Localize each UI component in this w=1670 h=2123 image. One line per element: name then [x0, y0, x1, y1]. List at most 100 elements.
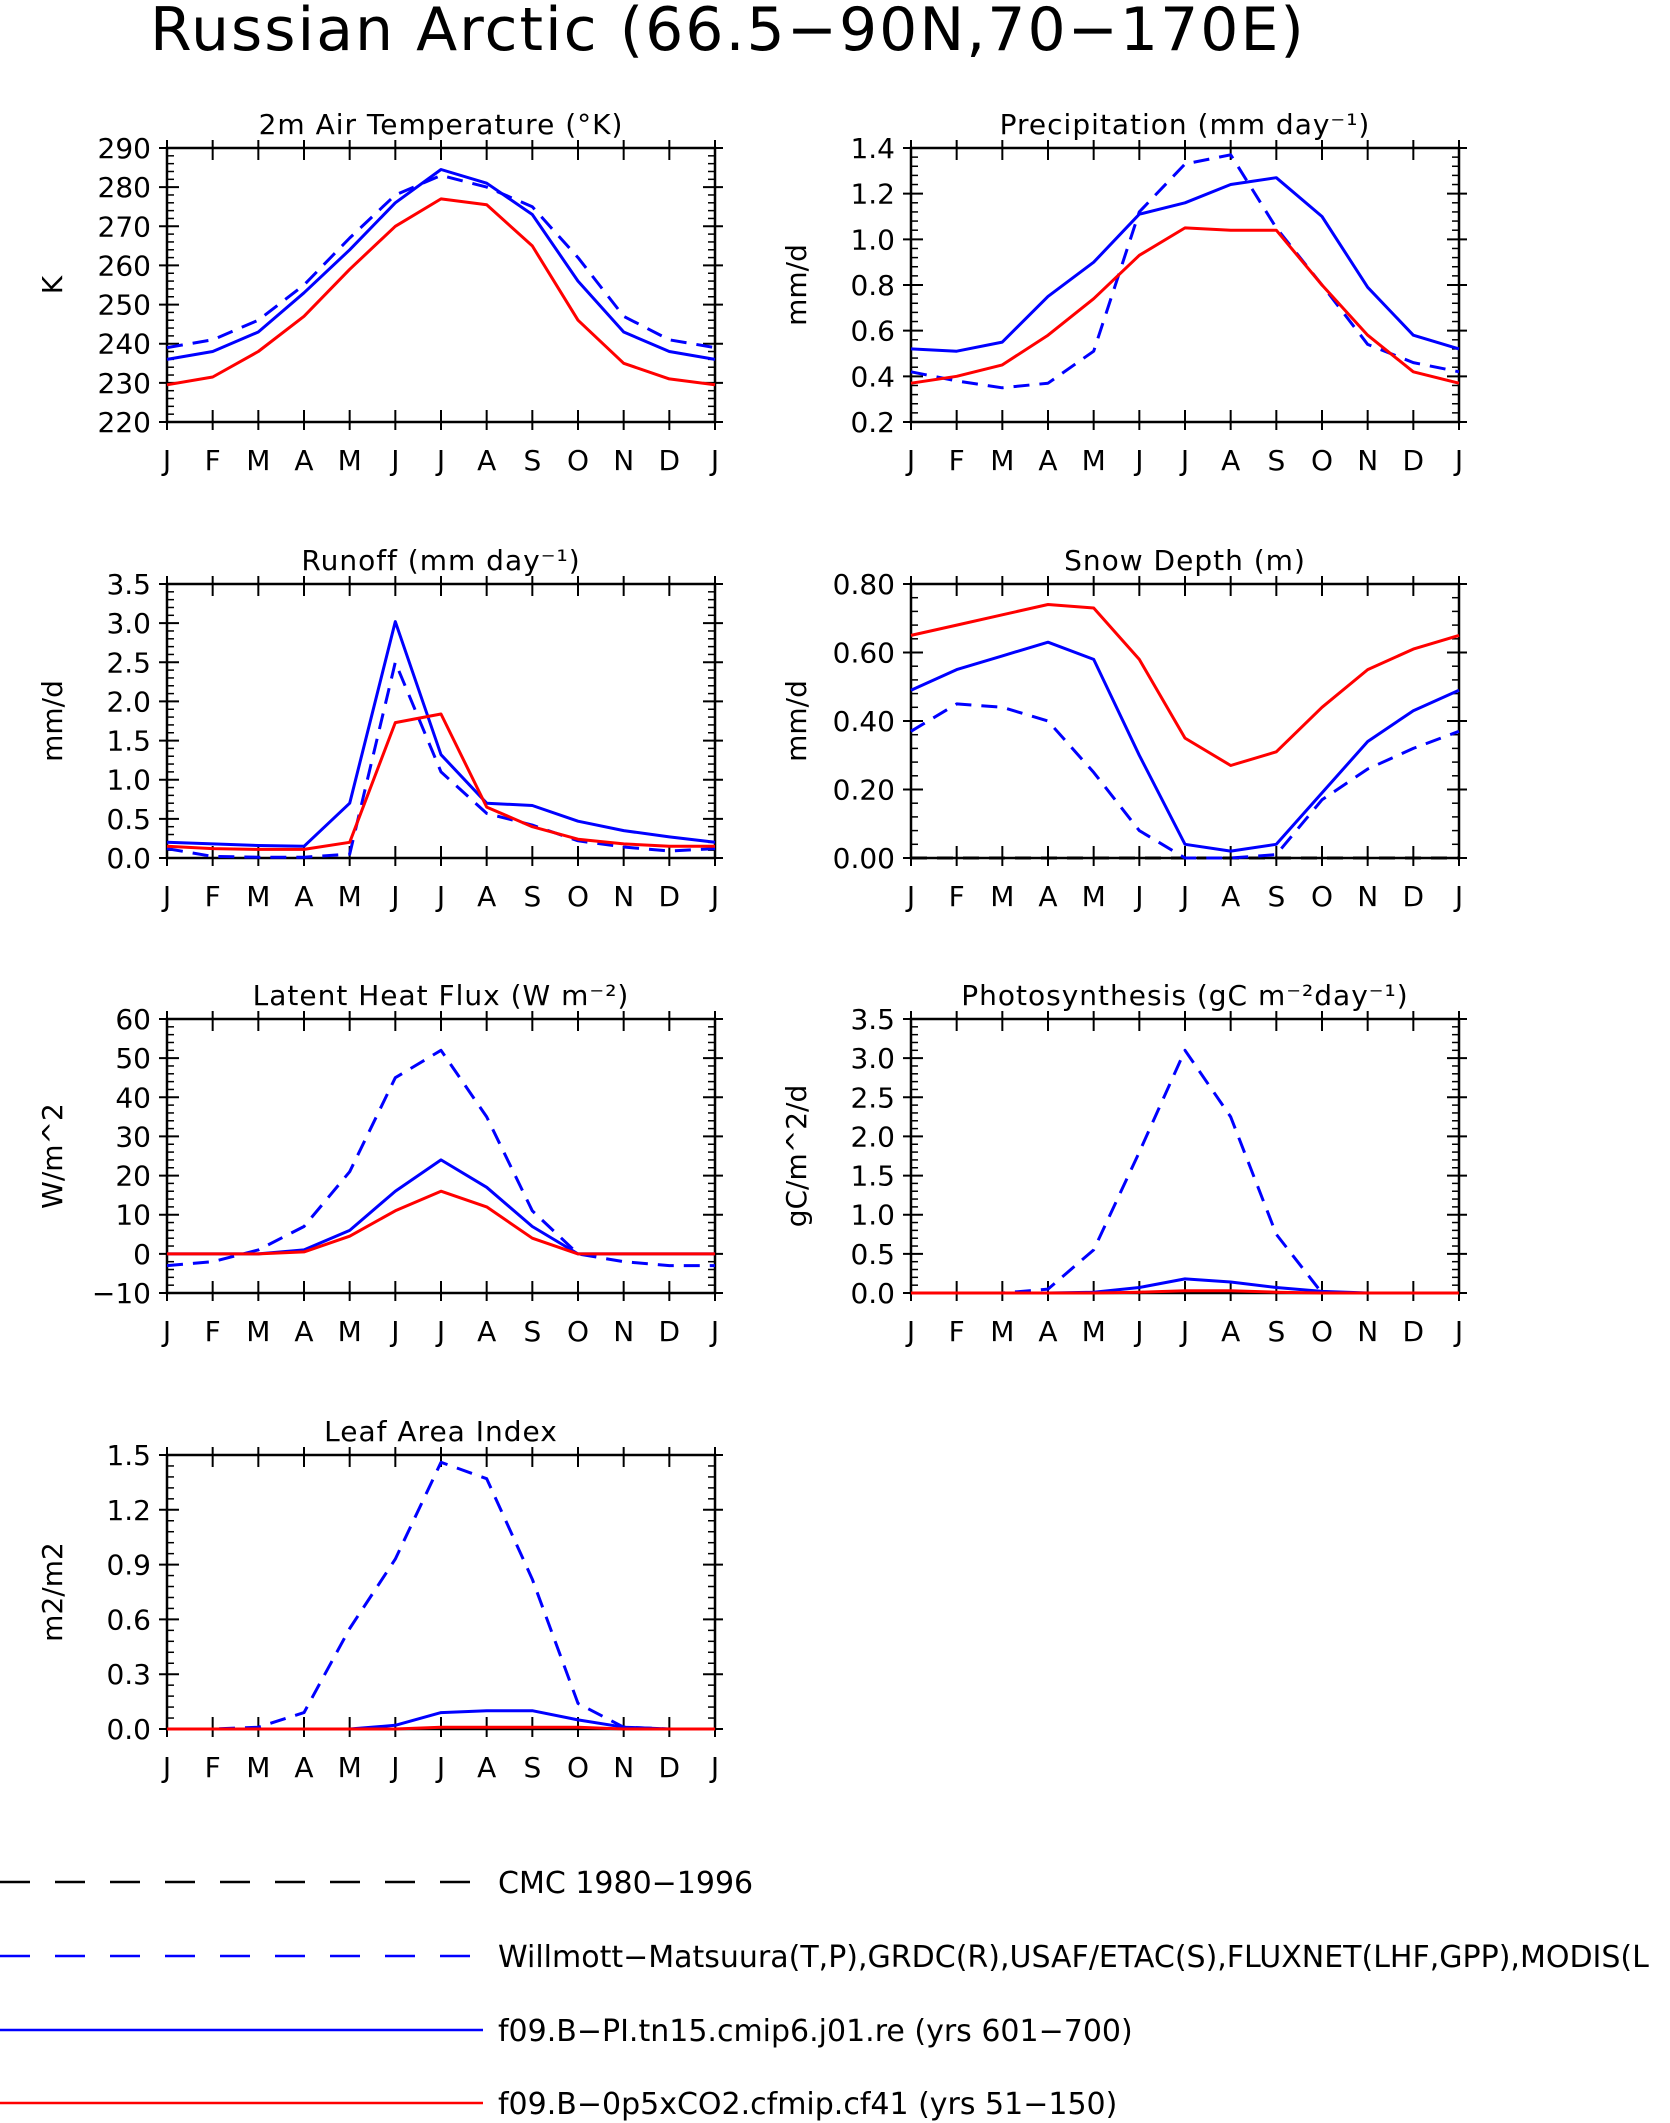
x-tick-label: J: [1179, 444, 1189, 477]
x-tick-label: J: [709, 1751, 719, 1784]
x-tick-label: O: [1311, 1315, 1333, 1348]
y-tick-label: 0.40: [833, 705, 895, 738]
x-tick-label: D: [659, 444, 681, 477]
plot-frame: [165, 1453, 717, 1731]
x-tick-label: J: [1453, 444, 1463, 477]
y-tick-label: 2.5: [106, 646, 151, 679]
figure-title-svg: Russian Arctic (66.5−90N,70−170E): [150, 0, 1306, 65]
x-tick-label: M: [246, 1751, 270, 1784]
x-tick-label: N: [1357, 880, 1378, 913]
y-tick-label: 0.00: [833, 842, 895, 875]
x-tick-label: M: [338, 1315, 362, 1348]
x-tick-label: D: [659, 1315, 681, 1348]
y-tick-label: 0.0: [106, 842, 151, 875]
y-tick-label: 10: [115, 1199, 151, 1232]
x-tick-label: J: [1133, 880, 1143, 913]
y-tick-label: 0: [133, 1238, 151, 1271]
x-tick-label: A: [1038, 444, 1057, 477]
x-tick-label: J: [905, 880, 915, 913]
page-title: Russian Arctic (66.5−90N,70−170E): [150, 0, 1306, 65]
y-tick-label: 0.8: [850, 269, 895, 302]
x-tick-label: S: [523, 880, 541, 913]
x-tick-label: J: [435, 444, 445, 477]
x-tick-label: A: [477, 1315, 496, 1348]
x-tick-label: F: [205, 1315, 221, 1348]
plot-frame: [909, 146, 1461, 424]
series-line-3: [910, 226, 1460, 385]
x-tick-label: F: [205, 1751, 221, 1784]
series-line-1: [166, 660, 716, 859]
x-tick-label: O: [567, 1315, 589, 1348]
x-tick-label: A: [294, 1751, 313, 1784]
y-tick-label: 0.4: [850, 360, 895, 393]
x-tick-label: J: [709, 1315, 719, 1348]
series-line-3: [166, 712, 715, 851]
x-tick-label: J: [389, 880, 399, 913]
x-tick-label: J: [435, 880, 445, 913]
series-line-1: [910, 153, 1460, 390]
x-tick-label: M: [338, 1751, 362, 1784]
chart-panel-2: 0.20.40.60.81.01.21.4J F M A M J J A S O N D JPrecip…: [780, 108, 1467, 477]
series-line-1: [166, 173, 716, 350]
y-tick-label: 30: [115, 1120, 151, 1153]
x-tick-label: N: [1357, 444, 1378, 477]
legend-label-2: Willmott−Matsuura(T,P),GRDC(R),USAF/ETAC…: [498, 1940, 1649, 1975]
y-tick-label: 0.6: [850, 315, 895, 348]
x-tick-label: F: [205, 444, 221, 477]
x-tick-label: M: [338, 444, 362, 477]
x-tick-label: M: [246, 880, 270, 913]
series-line-3: [166, 197, 716, 387]
series-line-1: [911, 1048, 1459, 1295]
y-tick-label: 240: [98, 328, 151, 361]
y-tick-label: 1.0: [850, 223, 895, 256]
x-tick-label: N: [1357, 1315, 1378, 1348]
series-line-2: [166, 620, 716, 848]
x-tick-label: J: [905, 444, 915, 477]
chart-title: Latent Heat Flux (W m⁻²): [253, 979, 630, 1012]
x-tick-label: D: [1403, 444, 1425, 477]
y-axis-label: m2/m2: [36, 1542, 69, 1642]
y-tick-label: 20: [115, 1160, 151, 1193]
y-tick-label: 280: [98, 171, 151, 204]
x-tick-label: O: [567, 880, 589, 913]
x-tick-label: S: [1267, 1315, 1285, 1348]
x-tick-label: S: [523, 1315, 541, 1348]
y-tick-label: 60: [115, 1003, 151, 1036]
y-tick-label: 0.9: [106, 1549, 151, 1582]
x-tick-label: S: [523, 1751, 541, 1784]
x-tick-label: J: [161, 880, 171, 913]
y-tick-label: 3.0: [106, 607, 151, 640]
y-tick-label: 3.0: [850, 1042, 895, 1075]
x-tick-label: M: [1082, 880, 1106, 913]
y-tick-label: 0.2: [850, 406, 895, 439]
y-tick-label: 2.5: [850, 1081, 895, 1114]
y-tick-label: 230: [98, 367, 151, 400]
chart-title: Precipitation (mm day⁻¹): [1000, 108, 1371, 141]
y-tick-label: 1.2: [106, 1494, 151, 1527]
x-tick-label: A: [294, 880, 313, 913]
legend-label-4: f09.B−0p5xCO2.cfmip.cf41 (yrs 51−150): [498, 2087, 1117, 2122]
x-tick-label: M: [990, 444, 1014, 477]
y-tick-label: 0.5: [850, 1238, 895, 1271]
y-tick-label: 260: [98, 249, 151, 282]
y-tick-label: 1.4: [850, 132, 895, 165]
plot-frame: [909, 1017, 1461, 1295]
y-tick-label: 1.5: [106, 1439, 151, 1472]
x-tick-label: J: [389, 1315, 399, 1348]
x-tick-label: A: [1221, 444, 1240, 477]
y-tick-label: 0.5: [106, 803, 151, 836]
x-tick-label: O: [1311, 880, 1333, 913]
chart-title: Runoff (mm day⁻¹): [301, 544, 580, 577]
y-tick-label: 1.5: [106, 725, 151, 758]
y-tick-label: 0.20: [833, 774, 895, 807]
y-tick-label: 270: [98, 210, 151, 243]
y-tick-label: 1.5: [850, 1160, 895, 1193]
y-tick-label: 0.3: [106, 1658, 151, 1691]
chart-title: Leaf Area Index: [324, 1415, 558, 1448]
legend-label-1: CMC 1980−1996: [498, 1866, 753, 1901]
x-tick-label: A: [294, 444, 313, 477]
y-tick-label: 0.60: [833, 637, 895, 670]
